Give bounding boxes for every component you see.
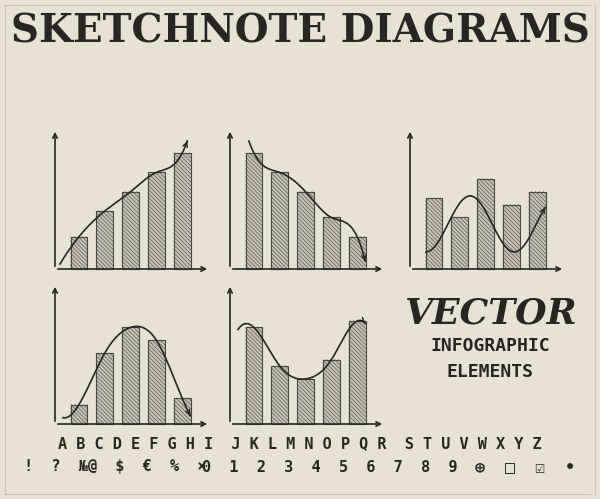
Text: ⊕  □  ☑  •: ⊕ □ ☑ • — [475, 458, 575, 476]
Bar — [323, 218, 340, 269]
Text: INFOGRAPHIC
ELEMENTS: INFOGRAPHIC ELEMENTS — [430, 337, 550, 381]
Text: VECTOR: VECTOR — [404, 297, 577, 331]
Bar — [122, 327, 139, 424]
Bar — [245, 153, 262, 269]
Bar — [297, 379, 314, 424]
Bar — [349, 237, 365, 269]
Bar — [425, 198, 442, 269]
Bar — [174, 153, 191, 269]
Bar — [174, 398, 191, 424]
Bar — [503, 205, 520, 269]
Bar — [271, 366, 288, 424]
Bar — [297, 192, 314, 269]
Text: 0  1  2  3  4  5  6  7  8  9: 0 1 2 3 4 5 6 7 8 9 — [202, 460, 458, 475]
Bar — [97, 353, 113, 424]
Bar — [323, 360, 340, 424]
Bar — [71, 405, 87, 424]
Bar — [245, 327, 262, 424]
Bar — [122, 192, 139, 269]
Bar — [529, 192, 545, 269]
Bar — [97, 211, 113, 269]
Bar — [349, 321, 365, 424]
Bar — [71, 237, 87, 269]
Bar — [451, 218, 468, 269]
Text: A B C D E F G H I  J K L M N O P Q R  S T U V W X Y Z: A B C D E F G H I J K L M N O P Q R S T … — [58, 437, 542, 452]
Text: SKETCHNOTE DIAGRAMS: SKETCHNOTE DIAGRAMS — [11, 12, 589, 50]
Bar — [148, 172, 165, 269]
Bar — [271, 172, 288, 269]
Bar — [477, 179, 494, 269]
Bar — [148, 340, 165, 424]
Text: !  ?  №@  $  €  %  ×: ! ? №@ $ € % × — [24, 460, 206, 475]
